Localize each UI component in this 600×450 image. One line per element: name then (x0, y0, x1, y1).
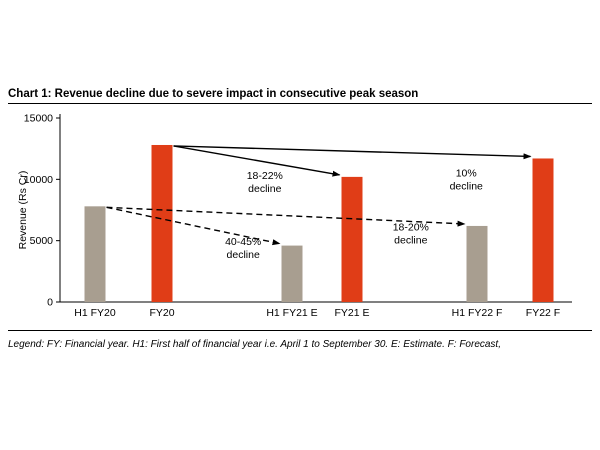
y-axis-title: Revenue (Rs Cr) (17, 171, 29, 250)
chart-legend-note: Legend: FY: Financial year. H1: First ha… (8, 339, 501, 350)
annotation-label: 40-45% (225, 236, 261, 248)
bar-fy22-f (532, 158, 554, 302)
annotation-label: 10% (456, 168, 477, 180)
y-tick-label: 10000 (24, 174, 53, 186)
solid-decline-arrow (173, 145, 532, 160)
chart-title: Chart 1: Revenue decline due to severe i… (8, 88, 419, 100)
bar-h1-fy20 (84, 206, 106, 302)
x-category-label: FY21 E (334, 307, 369, 319)
x-category-label: FY22 F (526, 307, 560, 319)
y-tick-label: 5000 (30, 235, 54, 247)
bar-h1-fy21-e (281, 245, 303, 302)
annotation-label: 18-22% (247, 170, 283, 182)
annotation-label: decline (227, 249, 260, 261)
bottom-divider (8, 330, 592, 331)
bar-fy20 (151, 144, 173, 302)
solid-decline-arrow (173, 145, 341, 177)
annotation-label: decline (450, 181, 483, 193)
x-category-label: H1 FY20 (74, 307, 116, 319)
annotation-label: decline (394, 234, 427, 246)
y-tick-label: 0 (47, 297, 53, 309)
bar-h1-fy22-f (466, 225, 488, 302)
x-category-label: H1 FY22 F (452, 307, 503, 319)
annotation-label: decline (248, 183, 281, 195)
x-category-label: FY20 (149, 307, 174, 319)
bar-fy21-e (341, 176, 363, 302)
title-divider (8, 103, 592, 104)
x-category-label: H1 FY21 E (266, 307, 317, 319)
annotation-label: 18-20% (393, 221, 429, 233)
revenue-decline-bar-chart: 0 5000 10000 15000 Revenue (Rs Cr) H1 FY20 FY2… (17, 113, 572, 319)
y-tick-label: 15000 (24, 113, 53, 125)
